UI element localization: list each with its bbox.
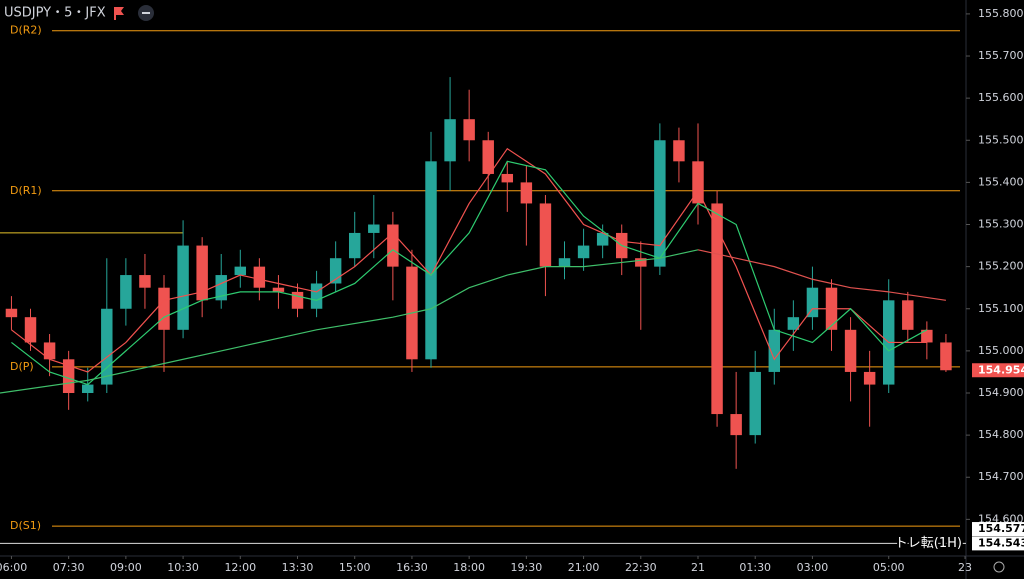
y-tick-label: 154.700: [978, 470, 1024, 483]
x-tick-label: 21: [691, 561, 705, 574]
x-tick-label: 06:00: [0, 561, 27, 574]
y-tick-label: 154.800: [978, 428, 1024, 441]
x-tick-label: 16:30: [396, 561, 428, 574]
x-tick-label: 10:30: [167, 561, 199, 574]
y-tick-label: 155.400: [978, 175, 1024, 188]
candle-body: [234, 266, 247, 276]
price-label-box: [972, 536, 1024, 551]
candle-body: [253, 266, 266, 288]
y-tick-label: 155.100: [978, 302, 1024, 315]
y-tick-label: 155.600: [978, 91, 1024, 104]
x-tick-label: 13:30: [282, 561, 314, 574]
candle-body: [787, 317, 800, 330]
candle-body: [158, 287, 170, 330]
price-label: 154.954: [978, 363, 1024, 376]
candle-body: [43, 342, 56, 360]
candle-body: [5, 308, 18, 318]
x-tick-label: 22:30: [625, 561, 657, 574]
x-tick-label: 12:00: [224, 561, 256, 574]
pivot-label: D(R2): [10, 24, 42, 37]
candle-body: [291, 291, 304, 309]
y-tick-label: 155.200: [978, 260, 1024, 273]
x-tick-label: 01:30: [739, 561, 771, 574]
candle-body: [310, 283, 323, 309]
candle-body: [482, 140, 494, 174]
x-tick-label: 09:00: [110, 561, 142, 574]
y-tick-label: 155.700: [978, 49, 1024, 62]
chart-title: USDJPY・5・JFX: [4, 6, 106, 21]
candle-body: [196, 245, 208, 301]
candle-body: [577, 245, 590, 259]
moving-average: [11, 147, 927, 373]
price-label: 154.543: [978, 536, 1024, 549]
candle-body: [635, 258, 647, 267]
candle-body: [596, 232, 609, 246]
candle-body: [463, 119, 475, 141]
y-tick-label: 155.800: [978, 7, 1024, 20]
candle-body: [101, 308, 113, 385]
candle-body: [806, 287, 819, 318]
price-label-box: [972, 522, 1024, 537]
moving-average: [0, 249, 699, 394]
candle-body: [940, 342, 952, 371]
candle-body: [539, 203, 552, 267]
candle-body: [844, 329, 857, 372]
candle-body: [921, 329, 933, 343]
pivot-label: D(R1): [10, 184, 42, 197]
x-tick-label: 19:30: [511, 561, 543, 574]
candle-body: [62, 359, 75, 393]
candle-body: [349, 232, 361, 259]
moving-average: [11, 160, 928, 386]
price-label-box: [972, 363, 1024, 378]
flag-icon[interactable]: [114, 7, 124, 20]
candle-body: [863, 371, 876, 385]
candle-body: [444, 119, 456, 162]
pivot-label: D(P): [10, 360, 34, 373]
price-label: 154.577: [978, 522, 1024, 535]
x-tick-label: 15:00: [339, 561, 371, 574]
x-tick-label: 03:00: [797, 561, 829, 574]
pivot-label: D(S1): [10, 519, 41, 532]
candle-body: [215, 275, 227, 301]
y-tick-label: 154.900: [978, 386, 1024, 399]
candle-body: [387, 224, 399, 267]
x-tick-label: 05:00: [873, 561, 905, 574]
collapse-icon: [142, 12, 150, 14]
candle-body: [272, 287, 285, 292]
candle-body: [673, 140, 685, 162]
x-tick-label: 07:30: [53, 561, 85, 574]
candle-body: [692, 161, 704, 204]
x-tick-label: 18:00: [453, 561, 485, 574]
candle-body: [730, 414, 742, 436]
candle-body: [711, 203, 723, 415]
candle-body: [82, 384, 94, 393]
candle-body: [177, 245, 189, 330]
candle-body: [501, 173, 514, 183]
candle-body: [558, 258, 571, 267]
indicator-label: トレ転(1H): [895, 536, 962, 551]
candle-body: [654, 140, 666, 267]
candle-body: [120, 275, 132, 309]
candle-body: [425, 161, 437, 360]
candle-body: [24, 317, 37, 343]
x-tick-label: 21:00: [568, 561, 600, 574]
y-tick-label: 155.300: [978, 218, 1024, 231]
settings-button[interactable]: [993, 561, 1005, 573]
y-tick-label: 155.500: [978, 133, 1024, 146]
candle-body: [768, 329, 781, 372]
moving-average: [697, 249, 947, 301]
candle-body: [368, 224, 380, 233]
candle-body: [520, 182, 533, 204]
candle-body: [139, 275, 151, 288]
x-tick-label: 23: [958, 561, 972, 574]
candle-body: [749, 371, 761, 436]
candle-body: [902, 300, 914, 330]
candle-body: [329, 258, 342, 284]
y-tick-label: 155.000: [978, 344, 1024, 357]
